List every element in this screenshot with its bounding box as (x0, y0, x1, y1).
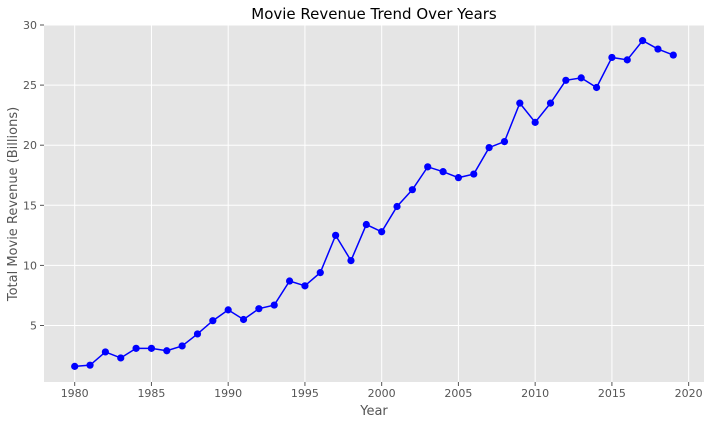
data-point (316, 269, 324, 277)
chart-title: Movie Revenue Trend Over Years (251, 5, 497, 23)
y-tick-label: 10 (23, 259, 37, 272)
data-point (362, 220, 370, 229)
y-tick-label: 25 (23, 79, 37, 92)
x-tick-label: 1980 (61, 387, 89, 400)
data-point (470, 170, 478, 178)
y-axis-label: Total Movie Revenue (Billions) (6, 107, 21, 302)
data-point (301, 282, 309, 290)
series-markers (71, 37, 677, 370)
data-point (439, 168, 447, 176)
x-tick-label: 2015 (598, 387, 626, 400)
data-point (101, 348, 109, 356)
data-point (623, 56, 631, 64)
data-point (639, 37, 647, 45)
y-tick-label: 30 (23, 19, 37, 32)
data-point (393, 202, 401, 211)
data-point (454, 174, 463, 182)
data-point (285, 277, 294, 285)
x-tick-label: 2010 (521, 387, 549, 400)
x-tick-label: 2005 (444, 387, 472, 400)
x-tick-label: 1985 (137, 387, 165, 400)
y-tick-label: 15 (23, 199, 37, 212)
data-point (132, 344, 140, 352)
plot-background (44, 25, 704, 382)
x-tick-label: 1995 (291, 387, 319, 400)
series-line (74, 39, 674, 368)
data-point (193, 330, 202, 338)
data-point (424, 163, 432, 171)
data-point (669, 51, 677, 59)
x-tick-label: 2020 (675, 387, 703, 400)
data-point (209, 317, 217, 325)
data-point (270, 301, 278, 309)
data-point (516, 99, 524, 107)
data-point (654, 45, 662, 53)
data-point (546, 99, 555, 107)
data-point (255, 305, 263, 313)
data-point (562, 76, 570, 84)
y-tick-label: 5 (30, 320, 37, 333)
data-point (178, 342, 186, 350)
y-tick-label: 20 (23, 139, 37, 152)
data-point (117, 354, 125, 362)
data-point (485, 144, 493, 152)
data-point (163, 347, 171, 355)
data-point (332, 231, 340, 239)
x-axis-ticks: 1980 1985 1990 1995 2000 2005 2010 2015 2020 (61, 382, 703, 400)
data-point (531, 118, 539, 126)
data-point (592, 83, 601, 92)
data-point (500, 137, 509, 146)
data-point (608, 53, 616, 62)
data-point (239, 315, 248, 324)
data-point (408, 186, 416, 194)
x-axis-label: Year (359, 404, 388, 419)
x-tick-label: 2000 (368, 387, 396, 400)
data-point (224, 306, 232, 314)
x-tick-label: 1990 (214, 387, 242, 400)
data-point (71, 362, 79, 370)
plot-area: 1980 1985 1990 1995 2000 2005 2010 2015 2020 510… (23, 19, 704, 400)
data-point (378, 228, 386, 236)
data-point (577, 74, 585, 82)
data-point (347, 256, 355, 265)
data-point (86, 361, 94, 369)
y-axis-ticks: 5 10 15 20 25 30 (23, 19, 44, 333)
data-point (147, 344, 156, 352)
